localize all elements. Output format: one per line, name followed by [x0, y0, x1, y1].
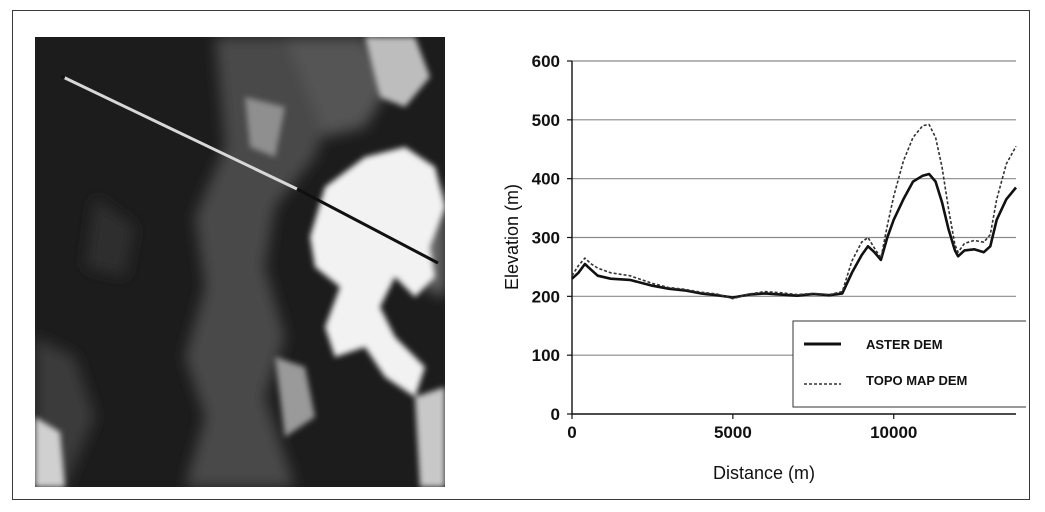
dem-raster-panel [35, 37, 445, 487]
data-series [571, 123, 1018, 300]
series-line-topo-map-dem [571, 123, 1017, 300]
dem-highlands [35, 37, 445, 487]
legend-box [792, 320, 1029, 408]
tick-labels: 0 100 200 300 400 500 600 0 5000 10000 [532, 52, 918, 442]
y-axis-label: Elevation (m) [502, 184, 522, 290]
y-tick-label-0: 0 [551, 405, 560, 424]
profile-line-light-segment [62, 75, 298, 191]
y-tick-label-500: 500 [532, 111, 560, 130]
profile-line-dark-segment [296, 187, 439, 265]
elevation-profile-chart: 0 100 200 300 400 500 600 0 5000 10000 Distance (… [446, 37, 1029, 487]
series-line-aster-dem [571, 172, 1018, 299]
legend-label-aster: ASTER DEM [866, 337, 943, 352]
axes [567, 60, 1016, 419]
grayscale-elevation-raster-icon [35, 37, 445, 487]
legend-label-topo: TOPO MAP DEM [866, 373, 967, 388]
x-axis-label: Distance (m) [713, 463, 815, 483]
y-tick-label-200: 200 [532, 287, 560, 306]
grid-lines [572, 60, 1016, 356]
x-tick-label-0: 0 [567, 423, 576, 442]
y-tick-label-600: 600 [532, 52, 560, 71]
x-tick-label-5000: 5000 [714, 423, 752, 442]
x-tick-label-10000: 10000 [870, 423, 917, 442]
elevation-chart-svg: 0 100 200 300 400 500 600 0 5000 10000 Distance (… [502, 52, 1029, 483]
y-tick-label-400: 400 [532, 170, 560, 189]
y-tick-label-300: 300 [532, 229, 560, 248]
profile-start-point [61, 75, 65, 79]
y-tick-label-100: 100 [532, 346, 560, 365]
legend: ASTER DEM TOPO MAP DEM [792, 320, 1029, 408]
